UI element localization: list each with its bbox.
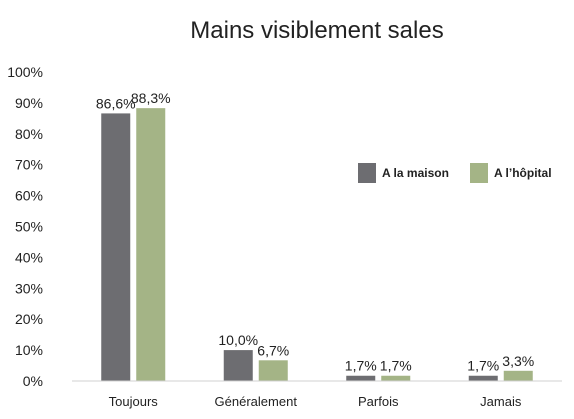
plot-area: 86,6%88,3%10,0%6,7%1,7% 1,7% 1,7% 3,3%	[96, 90, 534, 381]
y-tick-label: 0%	[23, 373, 43, 389]
data-label: 88,3%	[131, 90, 171, 106]
data-label: 1,7%	[380, 358, 412, 374]
x-axis: Toujours Généralement Parfois Jamais	[72, 380, 562, 409]
bar-maison-3	[468, 375, 498, 381]
bar-hopital-2	[381, 375, 411, 381]
legend-swatch	[470, 163, 488, 183]
y-tick-label: 50%	[15, 219, 43, 235]
bar-maison-1	[223, 350, 253, 381]
chart-title: Mains visiblement sales	[190, 17, 443, 44]
data-label: 86,6%	[96, 95, 136, 111]
bar-hopital-3	[503, 370, 533, 381]
bar-maison-2	[346, 375, 376, 381]
y-axis: 0% 10% 20% 30% 40% 50% 60% 70% 80% 90% 100%	[7, 64, 43, 389]
legend: A la maison A l’hôpital	[358, 163, 552, 183]
y-tick-label: 70%	[15, 157, 43, 173]
legend-label: A l’hôpital	[494, 166, 552, 180]
data-label: 3,3%	[502, 353, 534, 369]
bar-maison-0	[101, 113, 131, 381]
bar-hopital-1	[258, 360, 288, 381]
y-tick-label: 10%	[15, 342, 43, 358]
data-label: 6,7%	[257, 342, 289, 358]
data-label: 1,7%	[345, 358, 377, 374]
y-tick-label: 90%	[15, 95, 43, 111]
legend-label: A la maison	[382, 166, 449, 180]
y-tick-label: 30%	[15, 280, 43, 296]
y-tick-label: 20%	[15, 311, 43, 327]
y-tick-label: 100%	[7, 64, 43, 80]
y-tick-label: 40%	[15, 249, 43, 265]
bar-hopital-0	[136, 108, 166, 381]
y-tick-label: 80%	[15, 126, 43, 142]
data-label: 1,7%	[467, 358, 499, 374]
data-label: 10,0%	[218, 332, 258, 348]
category-label: Généralement	[215, 394, 298, 409]
category-label: Toujours	[109, 394, 159, 409]
y-tick-label: 60%	[15, 188, 43, 204]
category-label: Parfois	[358, 394, 399, 409]
category-label: Jamais	[480, 394, 522, 409]
legend-swatch	[358, 163, 376, 183]
